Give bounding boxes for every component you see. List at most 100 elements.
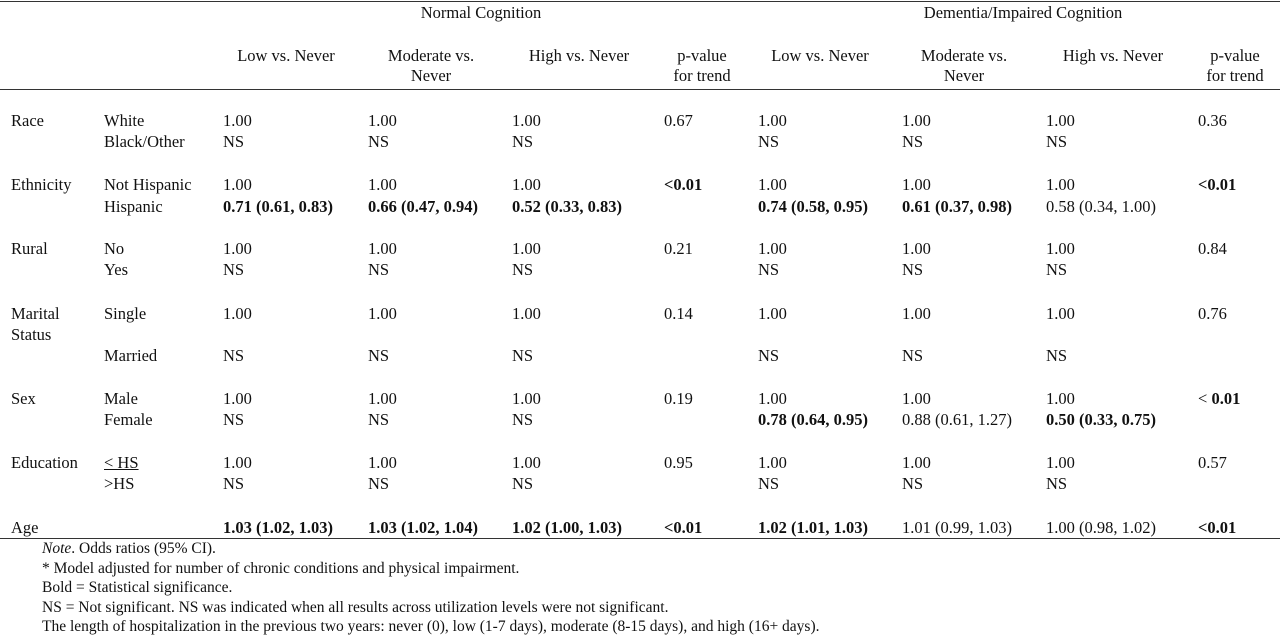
table-cell: 1.00 [902,304,931,323]
level-label: Hispanic [104,197,163,216]
col-header-normal-moderate: Moderate vs. Never [387,46,475,85]
level-label: >HS [104,474,135,493]
table-cell: NS [1046,260,1068,279]
note-length: The length of hospitalization in the pre… [42,618,820,635]
table-cell: NS [223,346,245,365]
table-cell: NS [512,260,534,279]
row-label: Age [11,518,39,537]
table-cell: 1.00 [902,175,931,194]
table-cell: NS [902,346,924,365]
table-cell: NS [368,260,390,279]
row-label: Sex [11,389,36,408]
table-cell: 1.00 [512,304,541,323]
table-cell: 1.00 [758,239,787,258]
table-cell: 1.00 [223,175,252,194]
col-header-dementia-high: High vs. Never [1062,46,1164,65]
level-label: White [104,111,145,130]
table-cell: 1.00 [1046,175,1075,194]
col-header-dementia-moderate: Moderate vs. Never [920,46,1008,85]
table-cell: NS [223,260,245,279]
table-cell: NS [1046,132,1068,151]
p-value-cell: 0.76 [1198,304,1227,323]
bottom-rule [0,538,1280,539]
p-value-cell: 0.95 [664,453,693,472]
table-cell: NS [758,346,780,365]
table-cell: NS [1046,474,1068,493]
table-cell: 1.00 [223,111,252,130]
table-cell: NS [223,410,245,429]
table-cell: 0.61 (0.37, 0.98) [902,197,1012,216]
row-label: Status [11,325,52,344]
table-cell: 1.00 [512,175,541,194]
col-header-normal-high: High vs. Never [528,46,630,65]
table-cell: NS [902,260,924,279]
table-cell: NS [758,474,780,493]
p-value-cell: < 0.01 [1198,389,1241,408]
table-cell: 1.00 [512,389,541,408]
table-cell: 1.00 [512,239,541,258]
table-cell: 1.00 [758,453,787,472]
table-cell: 1.00 [368,175,397,194]
table-cell: 1.03 (1.02, 1.04) [368,518,478,537]
table-cell: NS [902,132,924,151]
table-cell: NS [902,474,924,493]
p-value-cell: 0.14 [664,304,693,323]
p-value-cell: 0.67 [664,111,693,130]
note-odds-ratios: Note. Odds ratios (95% CI). [42,540,216,557]
table-cell: 1.00 [902,389,931,408]
table-cell: NS [512,410,534,429]
table-cell: NS [512,474,534,493]
table-cell: 1.00 [758,304,787,323]
table-cell: 1.00 [368,453,397,472]
level-label: Yes [104,260,129,279]
table-cell: NS [368,410,390,429]
table-cell: 1.00 [758,111,787,130]
table-cell: NS [368,474,390,493]
p-value-cell: <0.01 [1198,518,1237,537]
level-label: Male [104,389,138,408]
table-cell: 1.02 (1.01, 1.03) [758,518,868,537]
table-cell: 1.03 (1.02, 1.03) [223,518,333,537]
table-cell: 1.00 [1046,239,1075,258]
p-value-cell: 0.19 [664,389,693,408]
level-label: Married [104,346,158,365]
table-cell: 1.00 [1046,389,1075,408]
note-ns: NS = Not significant. NS was indicated w… [42,598,669,616]
table-cell: 1.00 [512,453,541,472]
p-value-cell: 0.57 [1198,453,1227,472]
table-cell: 1.00 [223,453,252,472]
table-cell: NS [758,132,780,151]
table-cell: 1.00 [1046,453,1075,472]
top-rule [0,1,1280,2]
row-label: Race [11,111,44,130]
row-label: Rural [11,239,48,258]
table-cell: NS [512,132,534,151]
table-cell: 1.00 [758,389,787,408]
table-cell: 1.00 [902,111,931,130]
p-value-cell: 0.84 [1198,239,1227,258]
level-label: Single [104,304,147,323]
p-value-cell: <0.01 [664,175,703,194]
level-label: No [104,239,125,258]
header-rule [0,89,1280,90]
level-label: < HS [104,453,139,472]
table-notes: Note. Odds ratios (95% CI). * Model adju… [42,539,820,637]
table-cell: 0.66 (0.47, 0.94) [368,197,478,216]
note-adjusted: * Model adjusted for number of chronic c… [42,559,520,577]
p-value-cell: <0.01 [1198,175,1237,194]
group-header-normal: Normal Cognition [420,3,542,22]
row-label: Marital [11,304,60,323]
table-cell: 0.50 (0.33, 0.75) [1046,410,1156,429]
table-cell: 0.78 (0.64, 0.95) [758,410,868,429]
note-bold: Bold = Statistical significance. [42,579,233,596]
level-label: Black/Other [104,132,185,151]
level-label: Not Hispanic [104,175,192,194]
col-header-dementia-p: p-value for trend [1206,46,1264,85]
table-cell: 1.02 (1.00, 1.03) [512,518,622,537]
table-cell: 0.88 (0.61, 1.27) [902,410,1012,429]
table-cell: 0.52 (0.33, 0.83) [512,197,622,216]
level-label: Female [104,410,153,429]
table-cell: 1.00 [368,111,397,130]
table-cell: NS [223,474,245,493]
table-cell: 1.00 [1046,111,1075,130]
